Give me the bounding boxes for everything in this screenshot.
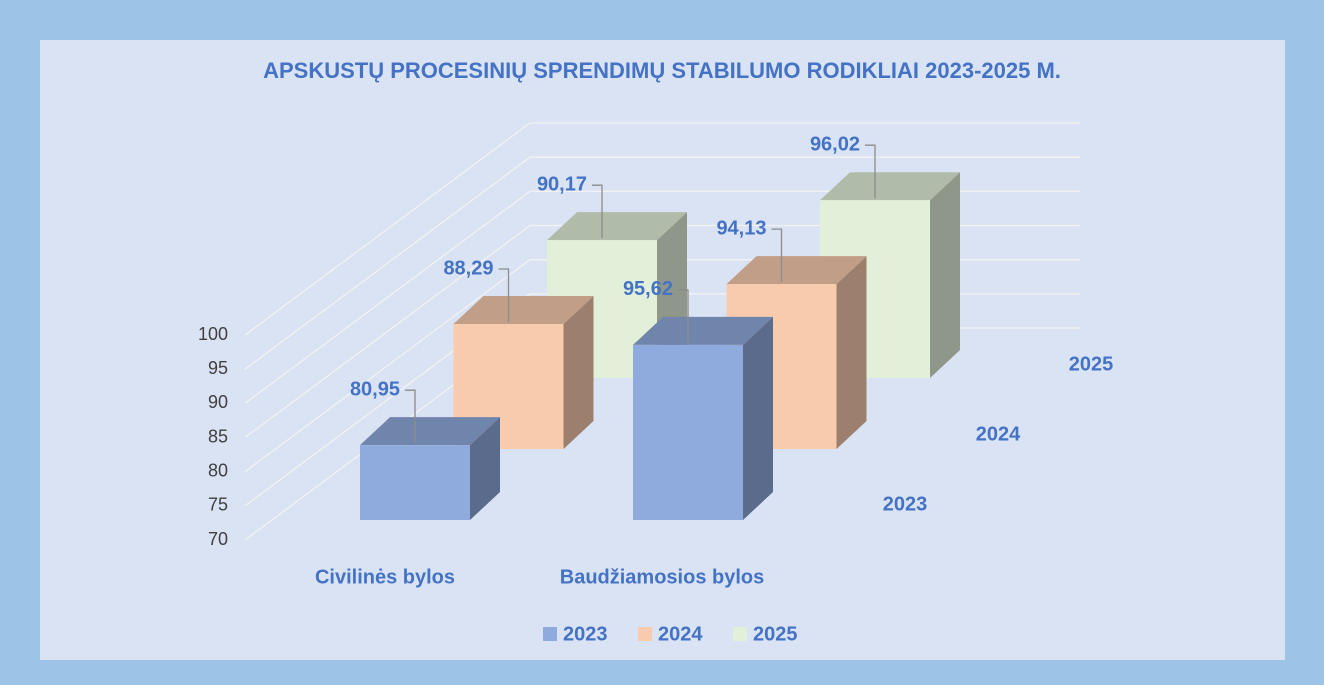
x-tick-label: Civilinės bylos [315,566,455,588]
leader-line [592,184,603,239]
bar-side [470,417,500,520]
grid-line [244,122,1080,336]
value-label: 80,95 [350,378,400,400]
leader-line [771,228,783,283]
depth-label: 2023 [883,493,928,515]
value-label: 90,17 [537,173,587,195]
bar-top [547,212,687,241]
y-tick-label: 90 [208,392,228,412]
legend-label: 2023 [563,623,608,645]
bar-top [820,172,960,201]
value-label: 96,02 [810,133,860,155]
depth-label: 2024 [976,423,1021,445]
value-label: 94,13 [716,217,766,239]
value-label: 95,62 [623,278,673,300]
value-label: 88,29 [443,257,493,279]
bar-side [930,172,960,378]
bar-side [743,316,773,520]
leader-line [498,268,510,323]
grid-line [244,156,1080,370]
x-tick-label: Baudžiamosios bylos [560,566,765,588]
bar [360,445,470,520]
legend-swatch [733,627,747,641]
legend-swatch [638,627,652,641]
y-tick-label: 80 [208,460,228,480]
bar-top [633,316,773,345]
chart-title: APSKUSTŲ PROCESINIŲ SPRENDIMŲ STABILUMO … [263,58,1061,83]
y-tick-label: 70 [208,529,228,549]
bar-side [563,296,594,449]
bar [633,344,743,520]
leader-line [678,289,689,343]
bar-top [726,256,867,285]
bar-top [360,417,500,446]
leader-line [405,389,416,444]
depth-label: 2025 [1069,353,1114,375]
bar-top [453,296,594,325]
leader-line [865,144,876,199]
legend-label: 2024 [658,623,703,645]
bar-side [836,256,867,449]
legend-swatch [543,627,557,641]
y-tick-label: 85 [208,426,228,446]
y-tick-label: 100 [198,324,228,344]
legend-label: 2025 [753,623,798,645]
y-tick-label: 95 [208,358,228,378]
y-tick-label: 75 [208,495,228,515]
